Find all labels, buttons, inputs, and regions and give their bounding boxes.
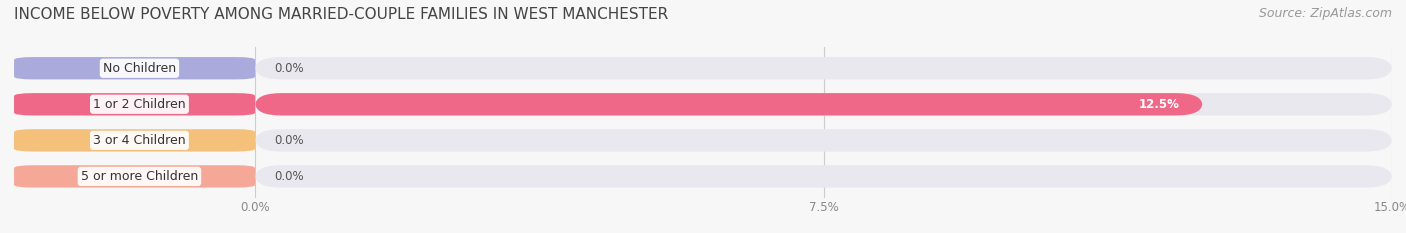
FancyBboxPatch shape — [256, 165, 1392, 188]
Text: 0.0%: 0.0% — [274, 134, 304, 147]
Text: 1 or 2 Children: 1 or 2 Children — [93, 98, 186, 111]
FancyBboxPatch shape — [14, 129, 256, 151]
FancyBboxPatch shape — [256, 57, 1392, 79]
FancyBboxPatch shape — [256, 93, 1202, 116]
Text: INCOME BELOW POVERTY AMONG MARRIED-COUPLE FAMILIES IN WEST MANCHESTER: INCOME BELOW POVERTY AMONG MARRIED-COUPL… — [14, 7, 668, 22]
Text: 5 or more Children: 5 or more Children — [80, 170, 198, 183]
Text: Source: ZipAtlas.com: Source: ZipAtlas.com — [1258, 7, 1392, 20]
Text: 0.0%: 0.0% — [274, 170, 304, 183]
Text: No Children: No Children — [103, 62, 176, 75]
FancyBboxPatch shape — [256, 129, 1392, 151]
FancyBboxPatch shape — [14, 57, 256, 79]
FancyBboxPatch shape — [256, 93, 1392, 116]
FancyBboxPatch shape — [14, 165, 256, 188]
Text: 12.5%: 12.5% — [1139, 98, 1180, 111]
Text: 0.0%: 0.0% — [274, 62, 304, 75]
FancyBboxPatch shape — [14, 93, 256, 116]
Text: 3 or 4 Children: 3 or 4 Children — [93, 134, 186, 147]
